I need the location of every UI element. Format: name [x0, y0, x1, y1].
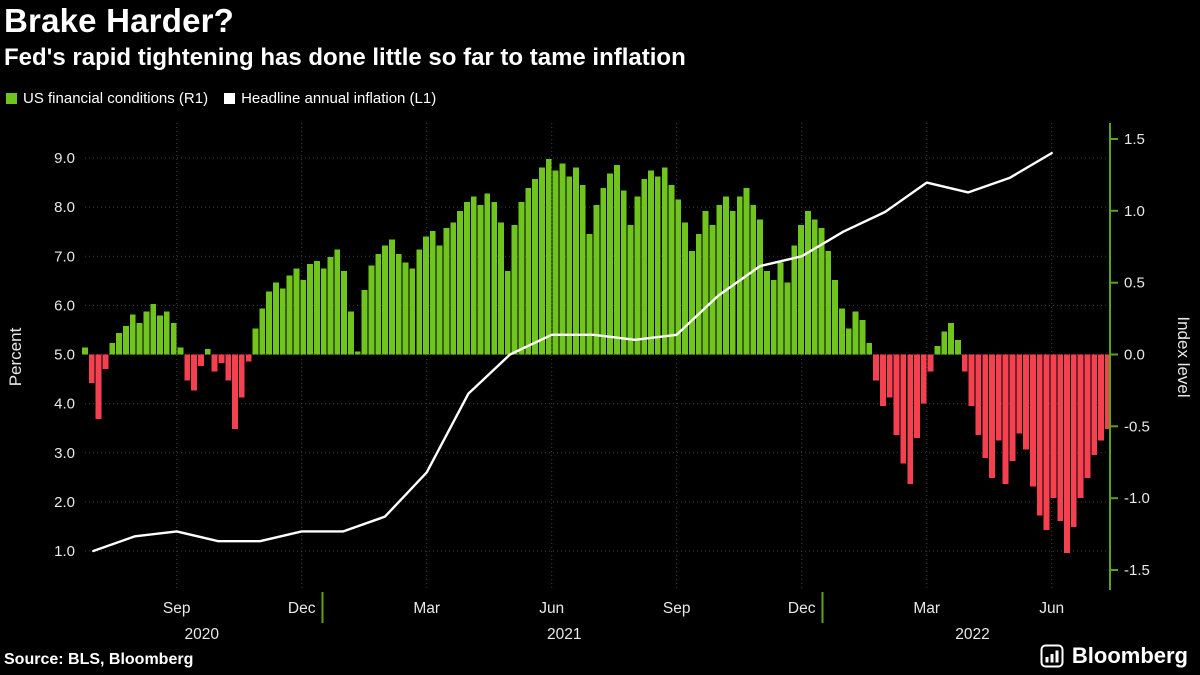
svg-text:Mar: Mar: [913, 600, 940, 617]
legend-swatch-green-icon: [6, 93, 17, 104]
svg-text:Jun: Jun: [1039, 600, 1064, 617]
svg-text:3.0: 3.0: [54, 445, 75, 462]
svg-text:1.0: 1.0: [54, 543, 75, 560]
inflation-line: [92, 151, 1053, 553]
svg-text:Mar: Mar: [413, 600, 440, 617]
left-axis-labels: 9.0 8.0 7.0 6.0 5.0 4.0 3.0 2.0 1.0: [54, 150, 75, 560]
legend-item-inflation: Headline annual inflation (L1): [224, 90, 436, 107]
legend-item-financial-conditions: US financial conditions (R1): [6, 90, 208, 107]
svg-text:-1.0: -1.0: [1124, 490, 1150, 507]
financial-conditions-bars: [82, 159, 1111, 553]
page-title: Brake Harder?: [4, 2, 235, 39]
legend-swatch-white-icon: [224, 93, 236, 104]
svg-text:Sep: Sep: [663, 600, 691, 617]
svg-text:Sep: Sep: [163, 600, 191, 617]
svg-text:8.0: 8.0: [54, 199, 75, 216]
svg-text:5.0: 5.0: [54, 347, 75, 364]
bloomberg-logo-text: Bloomberg: [1071, 643, 1188, 668]
chart-legend: US financial conditions (R1) Headline an…: [6, 90, 436, 107]
gridlines: [85, 123, 1110, 590]
svg-text:1.0: 1.0: [1124, 203, 1145, 220]
legend-label-financial-conditions: US financial conditions (R1): [23, 90, 209, 107]
svg-text:4.0: 4.0: [54, 396, 75, 413]
svg-text:6.0: 6.0: [54, 297, 75, 314]
svg-text:9.0: 9.0: [54, 150, 75, 167]
bloomberg-logo: Bloomberg: [1040, 643, 1188, 669]
svg-text:-0.5: -0.5: [1124, 418, 1150, 435]
bloomberg-logo-icon: [1040, 644, 1064, 668]
legend-label-inflation: Headline annual inflation (L1): [241, 90, 437, 107]
right-axis-labels: 1.5 1.0 0.5 0.0 -0.5 -1.0 -1.5: [1109, 123, 1150, 590]
source-note: Source: BLS, Bloomberg: [4, 651, 194, 668]
svg-text:2021: 2021: [547, 626, 581, 643]
svg-text:-1.5: -1.5: [1124, 562, 1150, 579]
left-axis-title: Percent: [6, 327, 25, 387]
svg-text:7.0: 7.0: [54, 248, 75, 265]
svg-text:2020: 2020: [184, 626, 219, 643]
chart-subtitle: Fed's rapid tightening has done little s…: [4, 44, 686, 71]
svg-text:Dec: Dec: [788, 600, 816, 617]
svg-text:0.5: 0.5: [1124, 275, 1145, 292]
svg-text:1.5: 1.5: [1124, 131, 1145, 148]
svg-text:Dec: Dec: [288, 600, 316, 617]
x-axis-labels: Sep Dec Mar Jun Sep Dec Mar Jun 2020 2021 2022: [163, 592, 1064, 643]
svg-text:Jun: Jun: [539, 600, 564, 617]
svg-text:2022: 2022: [955, 626, 989, 643]
right-axis-title: Index level: [1174, 316, 1193, 398]
svg-text:0.0: 0.0: [1124, 347, 1145, 364]
svg-text:2.0: 2.0: [54, 494, 75, 511]
